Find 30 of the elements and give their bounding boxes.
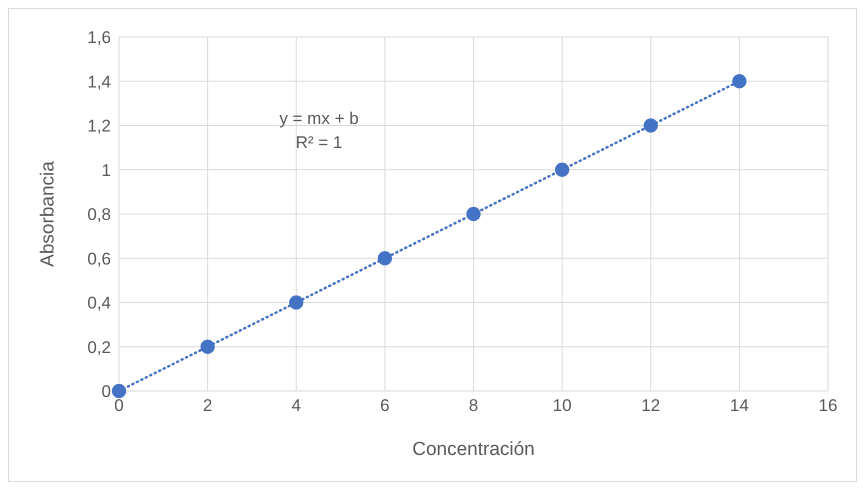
point: [466, 206, 481, 222]
point: [554, 162, 570, 177]
x-axis-title: Concentración: [412, 439, 535, 460]
point: [732, 74, 747, 88]
annotation: R² = 1: [294, 132, 344, 154]
y-tick-label: 1,6: [87, 28, 111, 48]
y-axis-title: Absorbancia: [38, 160, 59, 267]
x-tick-label: 14: [730, 396, 749, 416]
y-tick-label: 0,8: [87, 205, 111, 224]
point: [200, 340, 215, 354]
y-tick-label: 1,4: [87, 72, 111, 92]
point: [112, 384, 126, 398]
y-tick-label: 0,6: [87, 249, 111, 268]
point: [378, 251, 392, 266]
point: [289, 295, 304, 310]
point: [644, 118, 658, 133]
x-tick-label: 10: [552, 396, 572, 416]
x-tick-label: 8: [468, 396, 478, 416]
y-tick-label: 0: [102, 382, 111, 402]
y-tick-label: 0,2: [87, 338, 111, 357]
annotation: y = mx + b: [278, 108, 360, 130]
x-tick-label: 12: [641, 396, 660, 416]
y-tick-label: 1: [102, 160, 111, 180]
x-tick-label: 4: [292, 396, 301, 416]
y-tick-label: 1,2: [87, 116, 111, 136]
x-tick-label: 6: [380, 396, 390, 416]
x-tick-label: 0: [114, 396, 124, 416]
x-tick-label: 2: [202, 396, 212, 416]
y-tick-label: 0,4: [87, 294, 111, 313]
x-tick-label: 16: [818, 396, 838, 416]
